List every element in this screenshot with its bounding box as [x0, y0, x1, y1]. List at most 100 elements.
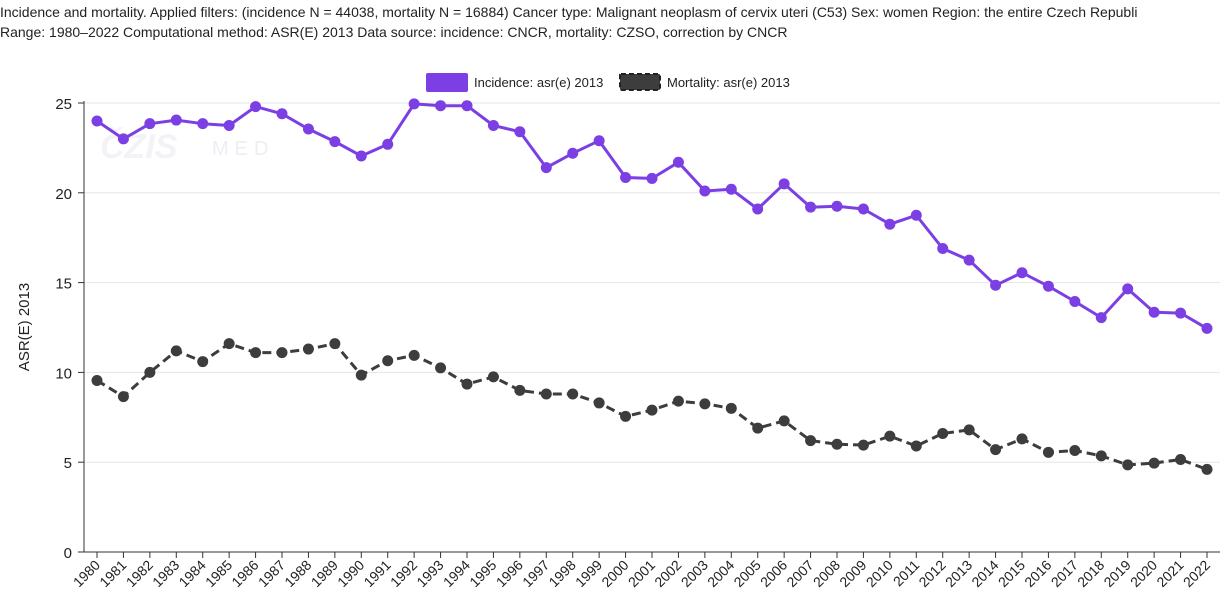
data-point-mortality-2014 [990, 444, 1002, 456]
data-point-mortality-2003 [699, 398, 711, 410]
data-point-mortality-2000 [620, 410, 632, 422]
data-point-incidence-1985 [223, 119, 235, 131]
data-point-mortality-1986 [250, 347, 262, 359]
data-point-incidence-1987 [276, 108, 288, 120]
x-tick-label-2018: 2018 [1074, 557, 1107, 590]
data-point-incidence-1988 [302, 123, 314, 135]
data-point-mortality-2005 [752, 422, 764, 434]
data-point-mortality-2021 [1175, 454, 1187, 466]
data-point-mortality-2009 [857, 439, 869, 451]
x-tick-label-1980: 1980 [70, 557, 103, 590]
data-point-incidence-2013 [963, 254, 975, 266]
data-point-mortality-1988 [302, 343, 314, 355]
watermark-logo-mark: ČZIS [100, 127, 178, 166]
x-tick-label-1987: 1987 [255, 557, 288, 590]
data-point-incidence-2005 [752, 203, 764, 215]
header-range-line: Range: 1980–2022 Computational method: A… [0, 24, 788, 40]
data-point-mortality-2006 [778, 415, 790, 427]
data-point-incidence-2007 [805, 201, 817, 213]
x-tick-label-2021: 2021 [1153, 557, 1186, 590]
x-tick-label-1989: 1989 [308, 557, 341, 590]
data-point-mortality-1995 [487, 371, 499, 383]
x-tick-label-2002: 2002 [651, 557, 684, 590]
data-point-mortality-2011 [910, 440, 922, 452]
data-point-mortality-2002 [672, 395, 684, 407]
x-tick-label-1993: 1993 [413, 557, 446, 590]
data-point-incidence-1982 [144, 118, 156, 130]
data-point-mortality-1987 [276, 347, 288, 359]
data-point-incidence-2017 [1069, 295, 1081, 307]
legend-item-mortality[interactable]: Mortality: asr(e) 2013 [619, 73, 790, 91]
data-point-incidence-1996 [514, 126, 526, 138]
series-layer [91, 98, 1213, 475]
x-tick-label-2019: 2019 [1100, 557, 1133, 590]
data-point-incidence-1989 [329, 136, 341, 148]
data-point-incidence-2003 [699, 185, 711, 197]
data-point-mortality-2017 [1069, 445, 1081, 457]
data-point-mortality-1989 [329, 338, 341, 350]
data-point-incidence-2008 [831, 200, 843, 212]
data-point-incidence-1984 [197, 118, 209, 130]
data-point-incidence-2009 [857, 203, 869, 215]
legend-item-incidence[interactable]: Incidence: asr(e) 2013 [426, 73, 603, 92]
x-tick-label-2001: 2001 [625, 557, 658, 590]
x-tick-label-2017: 2017 [1048, 557, 1081, 590]
data-point-incidence-1983 [170, 114, 182, 126]
data-point-incidence-1999 [593, 135, 605, 147]
y-axis: 0 5 10 15 20 25 [55, 96, 85, 562]
y-tick-label-25: 25 [55, 96, 72, 113]
data-point-mortality-2016 [1042, 446, 1054, 458]
x-tick-label-2010: 2010 [863, 557, 896, 590]
y-tick-label-15: 15 [55, 276, 72, 293]
x-tick-label-2016: 2016 [1021, 557, 1054, 590]
data-point-incidence-2020 [1148, 306, 1160, 318]
data-point-mortality-1980 [91, 374, 103, 386]
watermark-text: MED [212, 138, 274, 160]
x-tick-label-1983: 1983 [149, 557, 182, 590]
x-tick-label-2009: 2009 [836, 557, 869, 590]
data-point-mortality-2018 [1095, 450, 1107, 462]
x-tick-label-2022: 2022 [1180, 557, 1213, 590]
data-point-incidence-2002 [672, 156, 684, 168]
data-point-mortality-1985 [223, 338, 235, 350]
x-axis: 1980198119821983198419851986198719881989… [70, 551, 1220, 590]
x-tick-label-1981: 1981 [96, 557, 129, 590]
legend-label-mortality: Mortality: asr(e) 2013 [667, 75, 790, 90]
data-point-incidence-2019 [1122, 283, 1134, 295]
y-axis-label: ASR(E) 2013 [16, 283, 33, 371]
x-tick-label-1984: 1984 [175, 557, 208, 590]
data-point-mortality-2015 [1016, 433, 1028, 445]
data-point-mortality-1993 [435, 362, 447, 374]
data-point-incidence-1992 [408, 98, 420, 110]
data-point-mortality-2019 [1122, 459, 1134, 471]
data-point-incidence-2012 [937, 242, 949, 254]
x-tick-label-2013: 2013 [942, 557, 975, 590]
legend-label-incidence: Incidence: asr(e) 2013 [474, 75, 603, 90]
data-point-incidence-1995 [487, 119, 499, 131]
data-point-mortality-1991 [382, 355, 394, 367]
data-point-mortality-1992 [408, 349, 420, 361]
watermark-logo: ČZIS MED [100, 127, 274, 166]
data-point-mortality-1996 [514, 384, 526, 396]
legend-swatch-incidence [426, 73, 468, 92]
x-tick-label-1994: 1994 [440, 557, 473, 590]
gridlines [84, 102, 1220, 463]
legend[interactable]: Incidence: asr(e) 2013 Mortality: asr(e)… [426, 73, 790, 92]
data-point-mortality-1999 [593, 397, 605, 409]
data-point-incidence-2006 [778, 178, 790, 190]
data-point-incidence-1981 [117, 133, 129, 145]
data-point-incidence-2022 [1201, 322, 1213, 334]
y-tick-label-5: 5 [64, 455, 72, 472]
data-point-mortality-2001 [646, 404, 658, 416]
chart-header: Incidence and mortality. Applied filters… [0, 2, 1228, 42]
x-tick-label-2005: 2005 [730, 557, 763, 590]
x-tick-label-1982: 1982 [123, 557, 156, 590]
data-point-mortality-2004 [725, 402, 737, 414]
y-tick-label-10: 10 [55, 365, 72, 382]
data-point-incidence-2016 [1042, 280, 1054, 292]
x-tick-label-2007: 2007 [783, 557, 816, 590]
x-tick-label-1985: 1985 [202, 557, 235, 590]
legend-swatch-mortality [619, 73, 661, 91]
x-tick-label-1988: 1988 [281, 557, 314, 590]
x-tick-label-1999: 1999 [572, 557, 605, 590]
